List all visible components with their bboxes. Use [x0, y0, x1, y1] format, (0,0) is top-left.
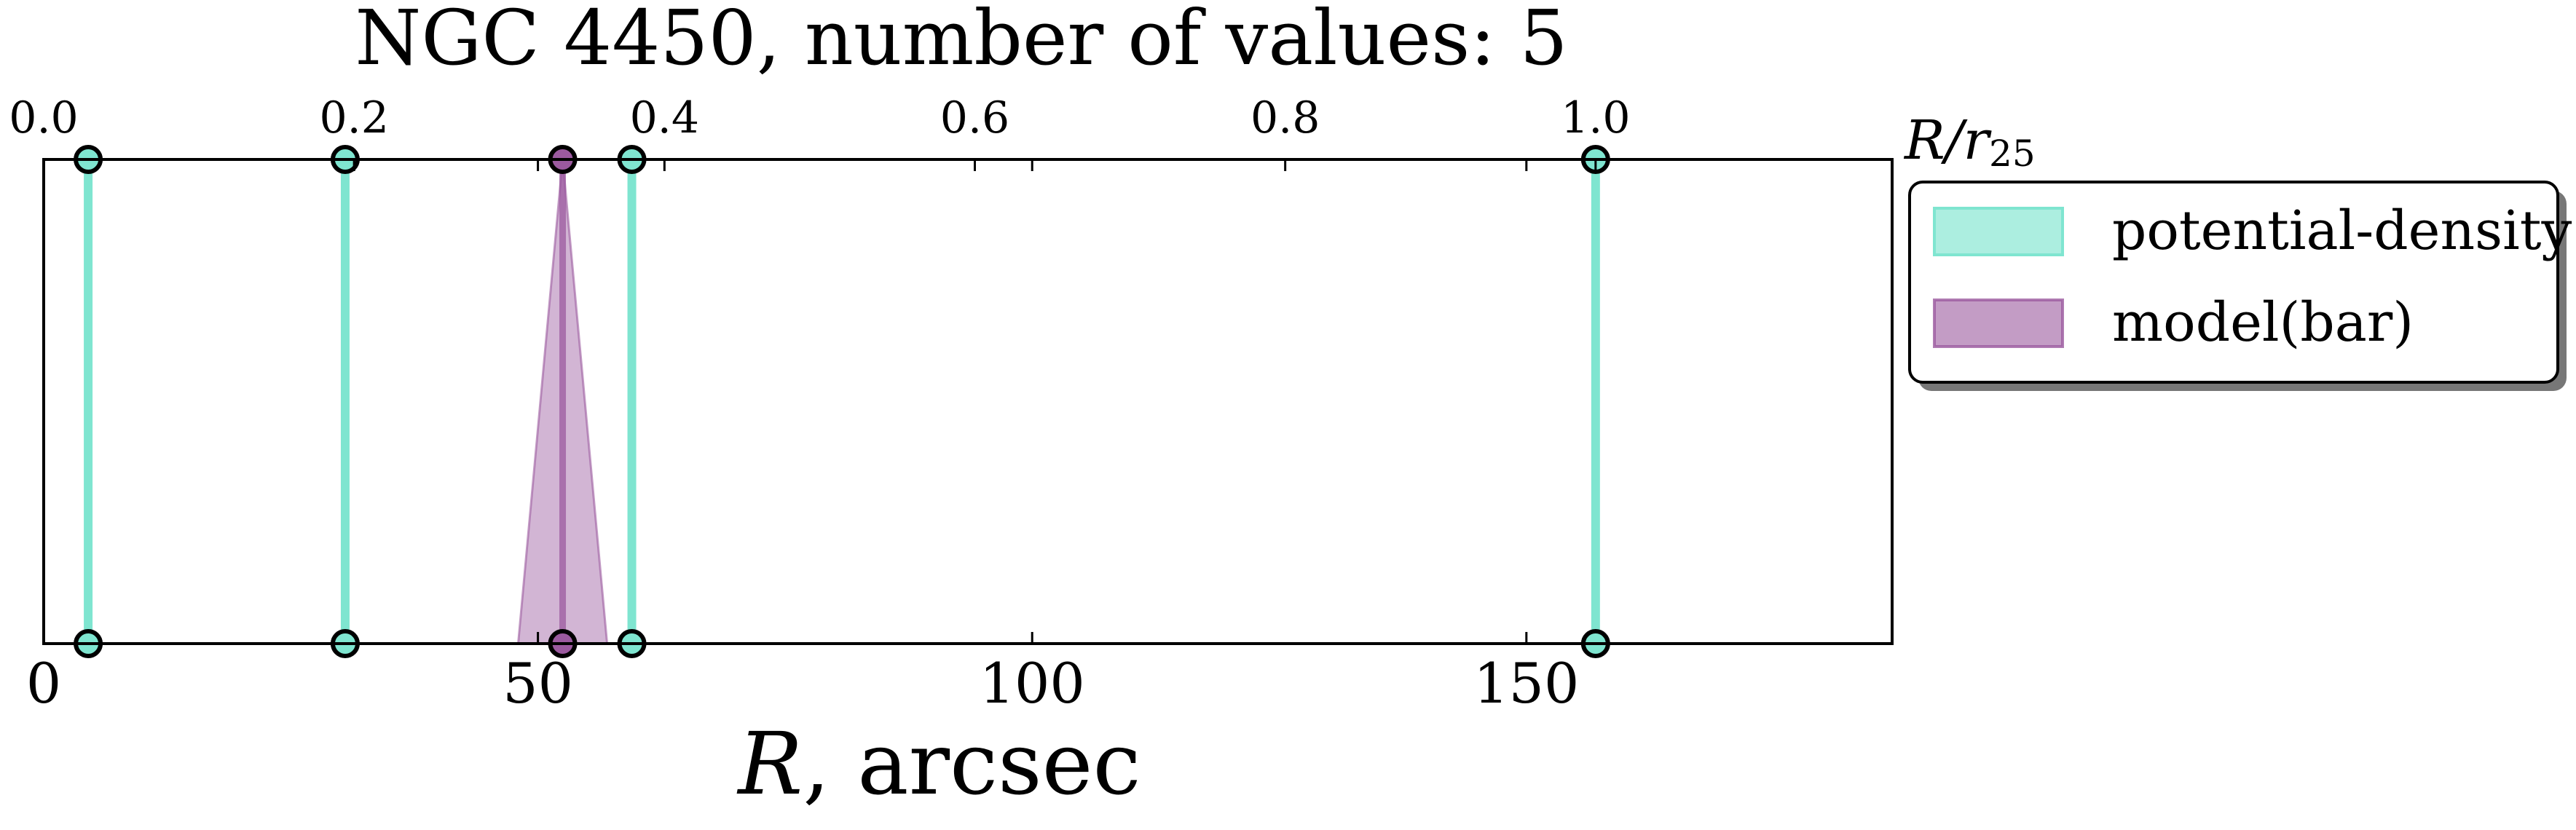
- top-tick-label: 1.0: [1561, 92, 1630, 143]
- x-tick-label: 100: [980, 651, 1085, 716]
- top-tick-label: 0.8: [1250, 92, 1320, 143]
- legend-swatch-potential-density: [1933, 207, 2064, 256]
- legend: potential-density model(bar): [1908, 181, 2572, 391]
- top-axis: 0.0 0.2 0.4 0.6 0.8 1.0: [9, 92, 1631, 171]
- x-axis: 0 50 100 150: [26, 159, 1579, 716]
- legend-swatch-model-bar: [1933, 299, 2064, 348]
- legend-box: [1908, 181, 2559, 384]
- plot-area: [74, 145, 1610, 658]
- x-tick-label: 50: [503, 651, 573, 716]
- legend-label-model-bar: model(bar): [2112, 291, 2414, 354]
- top-axis-label-base: R/r: [1903, 109, 1993, 172]
- top-tick-label: 0.0: [9, 92, 78, 143]
- top-axis-label: R/r25: [1903, 109, 2036, 175]
- plot-frame: [42, 158, 1894, 645]
- top-tick-label: 0.4: [630, 92, 699, 143]
- x-tick-label: 150: [1473, 651, 1579, 716]
- top-axis-label-sub: 25: [1989, 133, 2036, 175]
- x-tick-label: 0: [26, 651, 61, 716]
- chart-title: NGC 4450, number of values: 5: [355, 0, 1567, 82]
- x-axis-label: R, arcsec: [736, 714, 1141, 814]
- legend-label-potential-density: potential-density: [2112, 199, 2572, 262]
- top-tick-label: 0.6: [940, 92, 1009, 143]
- x-axis-label-unit: , arcsec: [803, 714, 1141, 814]
- top-tick-label: 0.2: [319, 92, 388, 143]
- x-axis-label-symbol: R: [736, 714, 803, 814]
